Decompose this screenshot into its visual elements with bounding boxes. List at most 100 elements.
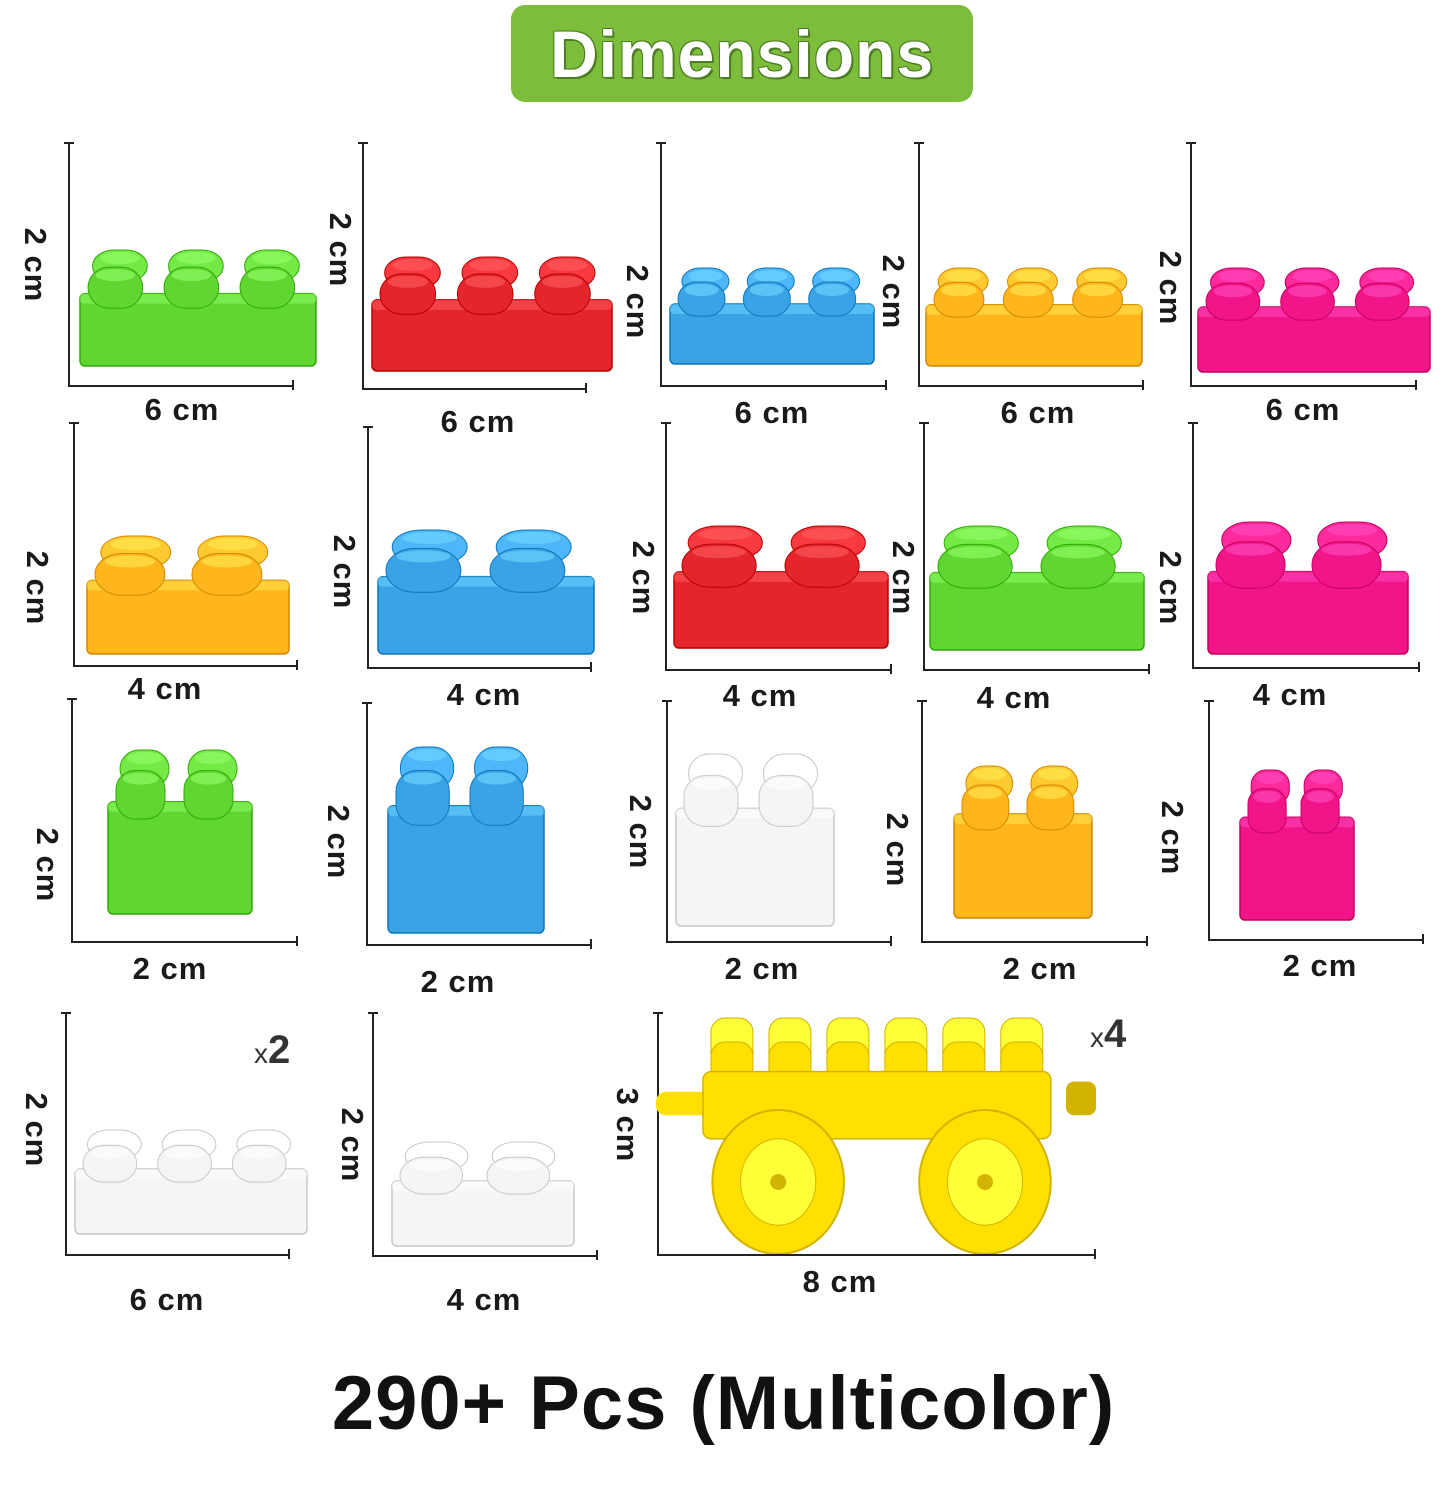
width-axis: [71, 941, 296, 943]
pink-4x2-brick: [1206, 520, 1410, 656]
height-label: 2 cm: [321, 804, 356, 880]
height-axis-tick: [661, 422, 671, 424]
width-label: 2 cm: [420, 964, 496, 999]
height-axis: [372, 1012, 374, 1255]
height-axis-tick: [919, 422, 929, 424]
green-6x2-brick: [78, 248, 318, 368]
height-axis-tick: [61, 1012, 71, 1014]
width-axis-tick: [292, 380, 294, 390]
height-label: 3 cm: [610, 1087, 645, 1163]
width-label: 6 cm: [144, 392, 220, 427]
red-4x2-brick: [672, 524, 890, 650]
width-label: 6 cm: [1000, 395, 1076, 430]
height-axis: [1192, 422, 1194, 667]
width-axis: [68, 385, 292, 387]
width-axis-tick: [288, 1249, 290, 1259]
width-axis-tick: [1422, 934, 1424, 944]
height-axis: [921, 700, 923, 941]
height-axis-tick: [1186, 142, 1196, 144]
pink-6x2-brick: [1196, 266, 1432, 374]
height-axis: [362, 142, 364, 388]
quantity-prefix: x: [254, 1038, 268, 1069]
blue-6x2-brick: [668, 266, 876, 366]
height-label: 2 cm: [623, 794, 658, 870]
height-axis: [660, 142, 662, 385]
width-label: 6 cm: [1265, 392, 1341, 427]
orange-6x2-brick: [924, 266, 1144, 368]
width-axis-tick: [296, 660, 298, 670]
width-axis-tick: [590, 939, 592, 949]
width-axis: [366, 944, 590, 946]
width-axis-tick: [885, 380, 887, 390]
white-6x2-brick: [73, 1128, 309, 1236]
width-axis: [665, 669, 890, 671]
height-axis-tick: [917, 700, 927, 702]
title-banner: Dimensions: [511, 5, 973, 102]
width-label: 4 cm: [127, 671, 203, 706]
width-axis: [65, 1254, 288, 1256]
height-label: 2 cm: [1155, 800, 1190, 876]
width-label: 2 cm: [1282, 948, 1358, 983]
width-label: 4 cm: [446, 677, 522, 712]
width-axis-tick: [596, 1250, 598, 1260]
width-axis: [657, 1254, 1094, 1256]
height-label: 2 cm: [886, 540, 921, 616]
red-6x2-brick: [370, 255, 614, 373]
height-axis-tick: [662, 700, 672, 702]
green-4x2-brick: [928, 524, 1146, 652]
height-label: 2 cm: [327, 534, 362, 610]
height-axis-tick: [358, 142, 368, 144]
width-axis-tick: [1418, 662, 1420, 672]
height-axis: [71, 698, 73, 941]
height-label: 2 cm: [20, 550, 55, 626]
width-axis-tick: [890, 664, 892, 674]
height-axis: [1190, 142, 1192, 385]
height-label: 2 cm: [1153, 250, 1188, 326]
width-label: 4 cm: [976, 680, 1052, 715]
height-axis: [366, 702, 368, 944]
height-label: 2 cm: [876, 254, 911, 330]
page-title: Dimensions: [549, 16, 935, 91]
width-axis: [73, 665, 296, 667]
width-axis: [1192, 667, 1418, 669]
height-label: 2 cm: [30, 827, 65, 903]
height-axis-tick: [67, 698, 77, 700]
width-axis: [1208, 939, 1422, 941]
height-axis-tick: [653, 1012, 663, 1014]
white-2x2-brick: [674, 752, 836, 928]
width-axis: [367, 667, 590, 669]
width-label: 6 cm: [129, 1282, 205, 1317]
quantity-badge: x2: [254, 1028, 291, 1072]
height-axis-tick: [368, 1012, 378, 1014]
width-label: 2 cm: [724, 951, 800, 986]
width-axis: [666, 941, 890, 943]
width-axis-tick: [1415, 380, 1417, 390]
height-axis-tick: [363, 426, 373, 428]
height-axis: [665, 422, 667, 669]
height-axis: [923, 422, 925, 669]
height-label: 2 cm: [323, 212, 358, 288]
height-axis-tick: [1204, 700, 1214, 702]
height-label: 2 cm: [626, 540, 661, 616]
piece-count-caption: 290+ Pcs (Multicolor): [331, 1361, 1116, 1446]
quantity-prefix: x: [1090, 1022, 1104, 1053]
width-label: 8 cm: [802, 1264, 878, 1299]
width-label: 6 cm: [440, 404, 516, 439]
height-axis: [65, 1012, 67, 1254]
width-axis-tick: [890, 936, 892, 946]
yellow-wheel-base: [656, 1014, 1126, 1255]
orange-4x2-brick: [85, 534, 291, 656]
width-axis-tick: [585, 383, 587, 393]
height-axis: [73, 422, 75, 665]
width-axis-tick: [1146, 936, 1148, 946]
height-axis: [666, 700, 668, 941]
height-axis: [68, 142, 70, 385]
quantity-badge: x4: [1090, 1012, 1127, 1056]
width-label: 4 cm: [446, 1282, 522, 1317]
width-axis: [921, 941, 1146, 943]
height-axis: [367, 426, 369, 667]
width-axis-tick: [1142, 380, 1144, 390]
green-2x2-brick: [106, 748, 254, 916]
height-axis-tick: [64, 142, 74, 144]
width-axis-tick: [296, 936, 298, 946]
